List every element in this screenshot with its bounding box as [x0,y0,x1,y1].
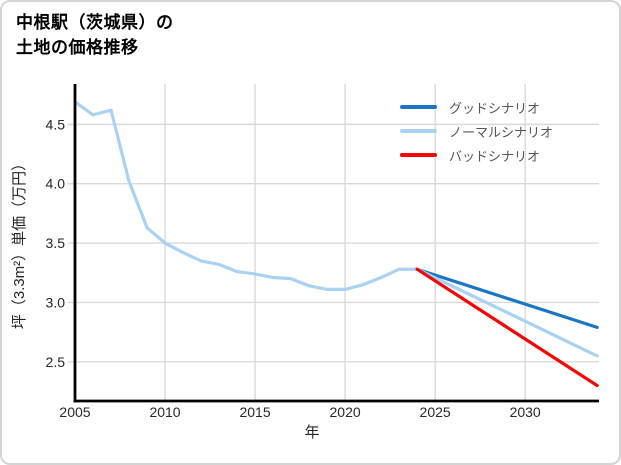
chart-legend: グッドシナリオ ノーマルシナリオ バッドシナリオ [400,95,553,167]
x-axis-label: 年 [304,424,319,441]
chart-title-line2: 土地の価格推移 [16,38,139,57]
ytick-label-4.5: 4.5 [46,116,66,132]
legend-swatch-normal-scenario [400,129,437,133]
legend-label-normal-scenario: ノーマルシナリオ [449,124,554,140]
ytick-label-2.5: 2.5 [46,354,66,370]
xtick-label-2005: 2005 [59,404,90,420]
chart-title: 中根駅（茨城県）の 土地の価格推移 [16,10,174,60]
legend-swatch-good-scenario [400,105,437,109]
xtick-label-2025: 2025 [420,404,451,420]
ytick-label-3.5: 3.5 [46,235,66,251]
legend-item-good-scenario[interactable]: グッドシナリオ [400,95,553,119]
series-line-ノーマルシナリオ [415,267,599,358]
legend-label-bad-scenario: バッドシナリオ [449,148,541,164]
y-axis-label: 坪（3.3m²）単価（万円） [11,156,28,329]
legend-swatch-bad-scenario [400,153,437,157]
ytick-label-4.0: 4.0 [46,176,66,192]
legend-item-bad-scenario[interactable]: バッドシナリオ [400,143,553,167]
xtick-label-2015: 2015 [239,404,270,420]
series-line-グッドシナリオ [415,267,599,329]
chart-title-line1: 中根駅（茨城県）の [16,13,174,32]
series-line-price-history [73,100,419,291]
legend-label-good-scenario: グッドシナリオ [449,100,541,116]
xtick-label-2030: 2030 [510,404,541,420]
xtick-label-2020: 2020 [330,404,361,420]
legend-item-normal-scenario[interactable]: ノーマルシナリオ [400,119,553,143]
series-line-バッドシナリオ [415,267,599,388]
xtick-label-2010: 2010 [149,404,180,420]
ytick-label-3.0: 3.0 [46,294,66,310]
